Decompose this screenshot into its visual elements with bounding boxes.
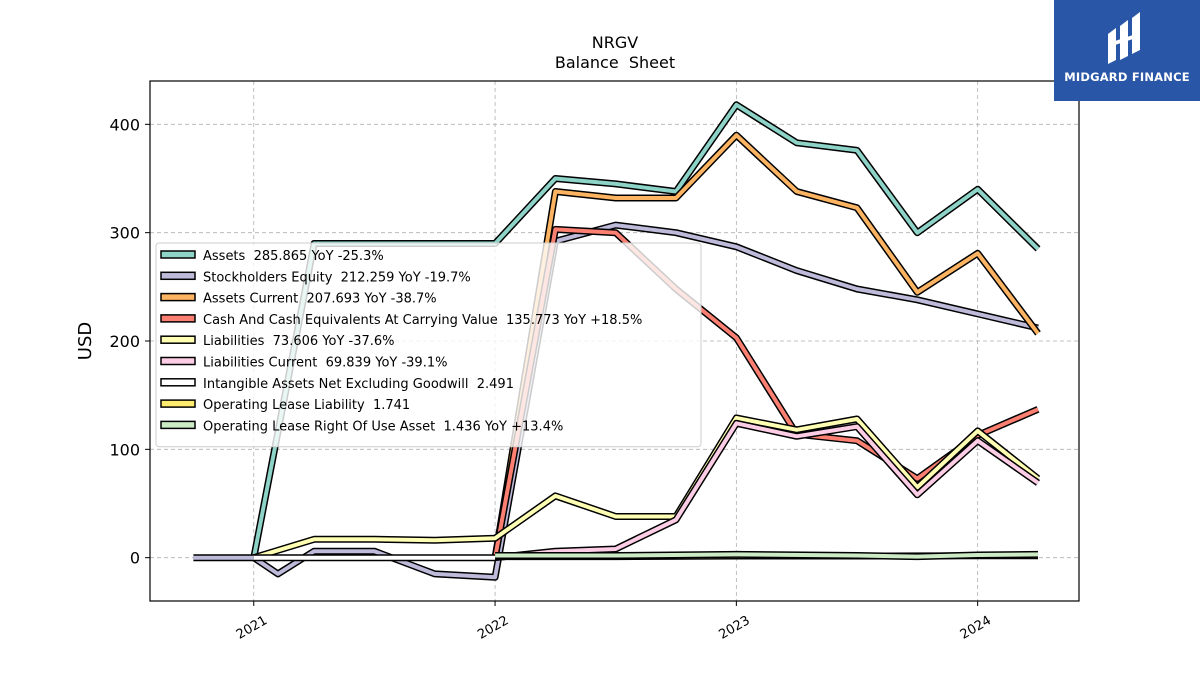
y-tick-label: 300 (109, 224, 140, 243)
legend: Assets 285.865 YoY -25.3% Stockholders Eq… (155, 242, 702, 448)
legend-label: Intangible Assets Net Excluding Goodwill… (203, 377, 514, 392)
logo-mark-icon (1108, 12, 1140, 64)
legend-label: Operating Lease Liability 1.741 (203, 398, 410, 413)
legend-swatch (160, 250, 196, 259)
y-tick-label: 400 (109, 115, 140, 134)
legend-swatch (160, 399, 196, 408)
x-tick-label: 2023 (717, 613, 753, 643)
x-tick-label: 2024 (958, 613, 994, 643)
legend-label: Cash And Cash Equivalents At Carrying Va… (203, 313, 642, 328)
logo-text: MIDGARD FINANCE (1064, 70, 1190, 84)
legend-swatch (160, 356, 196, 366)
legend-swatch (160, 335, 196, 344)
legend-label: Liabilities Current 69.839 YoY -39.1% (203, 356, 447, 371)
series-lines (193, 101, 1041, 581)
series-line-liabilities (253, 415, 1040, 560)
y-tick-label: 100 (109, 440, 140, 459)
legend-swatch (160, 314, 196, 323)
legend-swatch (160, 271, 196, 281)
chart-title: NRGV (592, 33, 638, 52)
legend-label: Stockholders Equity 212.259 YoY -19.7% (203, 270, 471, 285)
x-tick-label: 2022 (475, 613, 511, 643)
legend-swatch (160, 420, 196, 430)
series-line-assets-current (493, 133, 1040, 559)
y-tick-label: 200 (109, 332, 140, 351)
series-line-liabilities-current (494, 421, 1040, 560)
y-axis-label: USD (75, 322, 96, 360)
midgard-finance-logo: MIDGARD FINANCE (1054, 0, 1200, 101)
legend-label: Liabilities 73.606 YoY -37.6% (203, 334, 395, 349)
chart-subtitle: Balance Sheet (555, 53, 675, 72)
series-line-operating-lease-right-of-use-asset (495, 552, 1039, 559)
x-tick-label: 2021 (234, 613, 270, 643)
legend-label: Assets Current 207.693 YoY -38.7% (203, 292, 437, 307)
y-tick-label: 0 (130, 549, 140, 568)
legend-label: Assets 285.865 YoY -25.3% (203, 249, 384, 264)
legend-swatch (160, 292, 196, 302)
legend-swatch (160, 378, 196, 387)
legend-label: Operating Lease Right Of Use Asset 1.436… (203, 419, 563, 434)
legend-box (155, 242, 702, 448)
